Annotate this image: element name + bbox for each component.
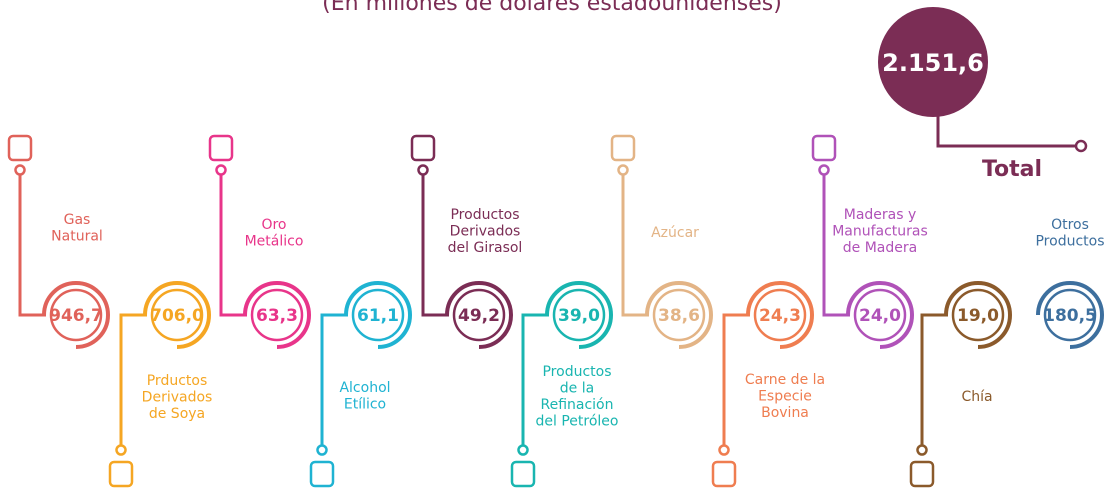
outer-ring	[545, 281, 613, 349]
connector	[320, 313, 348, 446]
connector	[421, 174, 449, 317]
connector-end	[417, 164, 429, 176]
item-label: de Madera	[843, 240, 917, 256]
item-value: 61,1	[357, 306, 399, 326]
connector-end	[617, 164, 629, 176]
outer-ring	[944, 281, 1012, 349]
total-label: Total	[982, 157, 1042, 182]
item-label: Derivados	[142, 390, 213, 406]
outer-ring	[243, 281, 311, 349]
item-value: 63,3	[256, 306, 298, 326]
item-label: Otros	[1051, 217, 1089, 233]
item-label: Refinación	[540, 397, 613, 413]
connector-end	[517, 444, 529, 456]
item-label: Oro	[261, 217, 286, 233]
icon	[208, 134, 234, 162]
item-label: Productos	[450, 207, 519, 223]
connector-end	[316, 444, 328, 456]
inner-ring	[853, 288, 907, 342]
icon	[309, 460, 335, 488]
item-label: de la	[560, 381, 594, 397]
item-label: Gas	[64, 212, 91, 228]
item-label: Productos	[1035, 234, 1104, 250]
item-value: 706,0	[150, 306, 204, 326]
connector	[219, 174, 247, 317]
inner-ring	[250, 288, 304, 342]
connector-end	[718, 444, 730, 456]
connector	[920, 313, 948, 446]
outer-ring	[645, 281, 713, 349]
item-value: 39,0	[558, 306, 600, 326]
connector-end	[818, 164, 830, 176]
item-label: de Soya	[149, 406, 205, 422]
outer-ring	[846, 281, 914, 349]
item-label: Metálico	[245, 234, 304, 250]
subtitle: (En millones de dólares estadounidenses)	[322, 0, 782, 16]
item-value: 19,0	[957, 306, 999, 326]
inner-ring	[1043, 288, 1097, 342]
outer-ring	[344, 281, 412, 349]
icon	[410, 134, 436, 162]
outer-ring	[746, 281, 814, 349]
inner-ring	[753, 288, 807, 342]
icon	[909, 460, 935, 488]
item-label: Chía	[961, 389, 992, 405]
icon	[510, 460, 536, 488]
item-label: Etílico	[344, 397, 386, 413]
item-value: 49,2	[458, 306, 500, 326]
connector	[722, 313, 750, 446]
connector-end	[215, 164, 227, 176]
icon	[811, 134, 837, 162]
item-value: 946,7	[49, 306, 103, 326]
icon	[108, 460, 134, 488]
connector-end	[115, 444, 127, 456]
icon	[610, 134, 636, 162]
connector	[621, 174, 649, 317]
connector-end	[14, 164, 26, 176]
total-end	[1074, 139, 1088, 153]
inner-ring	[150, 288, 204, 342]
outer-ring	[445, 281, 513, 349]
inner-ring	[49, 288, 103, 342]
connector	[119, 313, 147, 446]
item-label: Azúcar	[651, 225, 699, 241]
item-label: Bovina	[761, 405, 809, 421]
item-label: Productos	[542, 364, 611, 380]
inner-ring	[652, 288, 706, 342]
item-value: 38,6	[658, 306, 700, 326]
connector	[822, 174, 850, 317]
total-circle	[878, 7, 988, 117]
outer-ring	[42, 281, 110, 349]
total-value: 2.151,6	[882, 49, 984, 77]
item-label: Derivados	[450, 224, 521, 240]
connector	[18, 174, 46, 317]
item-label: Alcohol	[339, 380, 390, 396]
item-value: 24,0	[859, 306, 901, 326]
outer-ring	[143, 281, 211, 349]
item-label: Maderas y	[844, 207, 917, 223]
item-label: Manufacturas	[832, 224, 928, 240]
total-connector	[936, 115, 1076, 148]
item-label: del Girasol	[448, 240, 523, 256]
item-value: 180,5	[1043, 306, 1097, 326]
inner-ring	[951, 288, 1005, 342]
item-label: Especie	[758, 389, 812, 405]
connector	[521, 313, 549, 446]
connector-end	[916, 444, 928, 456]
item-label: Prductos	[147, 373, 208, 389]
inner-ring	[351, 288, 405, 342]
inner-ring	[452, 288, 506, 342]
item-label: Carne de la	[745, 372, 825, 388]
icon	[7, 134, 33, 162]
icon	[711, 460, 737, 488]
item-value: 24,3	[759, 306, 801, 326]
inner-ring	[552, 288, 606, 342]
item-label: del Petróleo	[536, 414, 619, 430]
outer-ring	[1036, 281, 1104, 349]
item-label: Natural	[51, 229, 103, 245]
